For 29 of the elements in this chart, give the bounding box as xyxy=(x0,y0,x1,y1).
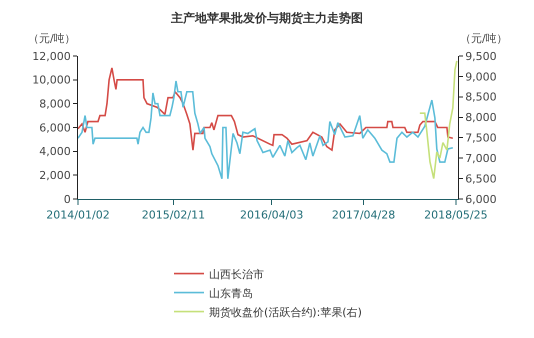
y2-tick-label: 8,500 xyxy=(465,90,497,104)
y-tick-label: 12,000 xyxy=(32,50,71,63)
y2-tick-label: 9,500 xyxy=(465,50,497,63)
x-tick-label: 2015/02/11 xyxy=(142,208,206,222)
y2-tick-label: 6,000 xyxy=(465,192,497,206)
line-series xyxy=(78,80,454,180)
x-tick-label: 2016/04/03 xyxy=(240,208,304,222)
y2-tick-label: 9,000 xyxy=(465,70,497,84)
chart-title: 主产地苹果批发价与期货主力走势图 xyxy=(170,10,363,25)
y-tick-label: 10,000 xyxy=(32,74,71,87)
y-axis-title: （元/吨） xyxy=(28,32,76,45)
y-tick-label: 0 xyxy=(64,192,71,206)
legend-label: 山西长治市 xyxy=(209,268,264,281)
x-tick-label: 2014/01/02 xyxy=(46,208,110,222)
x-tick-label: 2017/04/28 xyxy=(332,208,396,222)
y2-tick-label: 7,500 xyxy=(465,132,497,145)
legend-label: 山东青岛 xyxy=(209,286,253,300)
y-tick-label: 6,000 xyxy=(39,121,71,134)
legend-label: 期货收盘价(活跃合约):苹果(右) xyxy=(209,306,362,319)
y2-axis-title: （元/吨） xyxy=(460,32,508,45)
line-series xyxy=(419,60,458,180)
y2-tick-label: 7,000 xyxy=(465,152,497,165)
y2-tick-label: 6,500 xyxy=(465,172,497,186)
y2-tick-label: 8,000 xyxy=(465,111,497,124)
line-series xyxy=(78,67,454,151)
x-tick-label: 2018/05/25 xyxy=(424,208,488,222)
y-tick-label: 8,000 xyxy=(39,98,71,111)
y-tick-label: 2,000 xyxy=(39,169,71,182)
y-tick-label: 4,000 xyxy=(39,145,71,158)
